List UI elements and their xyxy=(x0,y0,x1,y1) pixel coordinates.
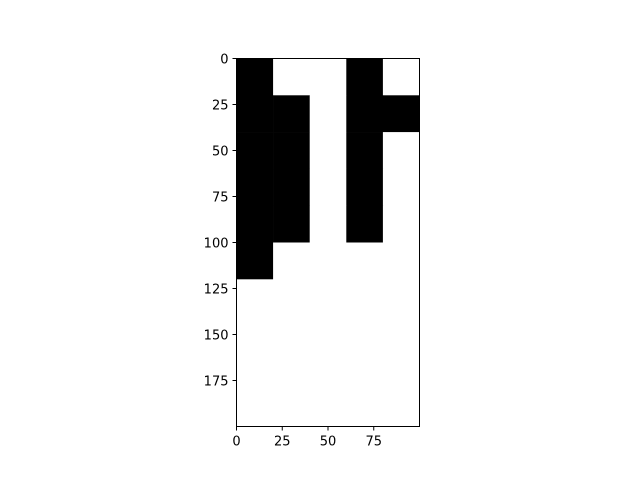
heatmap-cell-r0-c1 xyxy=(273,58,310,96)
heatmap-cell-r1-c0 xyxy=(236,95,274,133)
heatmap-cell-r9-c2 xyxy=(309,389,347,427)
heatmap-cell-r7-c0 xyxy=(236,316,274,354)
heatmap-cell-r6-c4 xyxy=(382,279,420,317)
x-tick-label: 0 xyxy=(232,435,240,450)
heatmap-cell-r3-c2 xyxy=(309,168,347,206)
heatmap-cell-r5-c1 xyxy=(273,242,310,280)
heatmap-cell-r8-c2 xyxy=(309,352,347,390)
heatmap-cell-r8-c4 xyxy=(382,352,420,390)
heatmap-cell-r8-c3 xyxy=(346,352,384,390)
heatmap-cell-r9-c4 xyxy=(382,389,420,427)
heatmap-cell-r0-c4 xyxy=(382,58,420,96)
y-tick-label: 150 xyxy=(204,329,229,344)
heatmap-cell-r5-c2 xyxy=(309,242,347,280)
y-tick-label: 175 xyxy=(204,375,229,390)
y-tick-label: 25 xyxy=(212,99,229,114)
x-tick-label: 25 xyxy=(274,435,291,450)
heatmap-cell-r2-c1 xyxy=(273,132,310,170)
heatmap-cell-r7-c2 xyxy=(309,316,347,354)
x-tick-label: 75 xyxy=(365,435,382,450)
heatmap-cell-r6-c2 xyxy=(309,279,347,317)
heatmap-cells xyxy=(236,58,420,427)
heatmap-cell-r7-c1 xyxy=(273,316,310,354)
y-tick-label: 100 xyxy=(204,237,229,252)
heatmap-cell-r9-c3 xyxy=(346,389,384,427)
y-tick-label: 125 xyxy=(204,283,229,298)
heatmap-cell-r8-c0 xyxy=(236,352,274,390)
heatmap-cell-r3-c3 xyxy=(346,168,384,206)
heatmap-cell-r8-c1 xyxy=(273,352,310,390)
heatmap-cell-r4-c1 xyxy=(273,205,310,243)
x-axis: 0 25 50 75 xyxy=(232,426,382,450)
heatmap-cell-r4-c0 xyxy=(236,205,274,243)
y-axis: 0 25 50 75 100 125 150 175 xyxy=(204,53,237,390)
heatmap-cell-r4-c2 xyxy=(309,205,347,243)
y-tick-label: 75 xyxy=(212,191,229,206)
plot-area xyxy=(236,58,420,427)
heatmap-cell-r4-c3 xyxy=(346,205,384,243)
y-tick-label: 50 xyxy=(212,145,229,160)
heatmap-cell-r1-c3 xyxy=(346,95,384,133)
heatmap-cell-r6-c3 xyxy=(346,279,384,317)
heatmap-cell-r0-c0 xyxy=(236,58,274,96)
heatmap-cell-r3-c0 xyxy=(236,168,274,206)
heatmap-cell-r3-c4 xyxy=(382,168,420,206)
heatmap-cell-r2-c4 xyxy=(382,132,420,170)
heatmap-cell-r5-c0 xyxy=(236,242,274,280)
heatmap-cell-r6-c1 xyxy=(273,279,310,317)
heatmap-cell-r9-c1 xyxy=(273,389,310,427)
heatmap-cell-r2-c0 xyxy=(236,132,274,170)
heatmap-cell-r7-c4 xyxy=(382,316,420,354)
heatmap-cell-r6-c0 xyxy=(236,279,274,317)
heatmap-cell-r1-c4 xyxy=(382,95,420,133)
heatmap-cell-r9-c0 xyxy=(236,389,274,427)
heatmap-cell-r1-c2 xyxy=(309,95,347,133)
heatmap-cell-r5-c4 xyxy=(382,242,420,280)
heatmap-cell-r0-c2 xyxy=(309,58,347,96)
heatmap-cell-r2-c3 xyxy=(346,132,384,170)
y-tick-label: 0 xyxy=(220,53,228,68)
heatmap-cell-r3-c1 xyxy=(273,168,310,206)
heatmap-cell-r5-c3 xyxy=(346,242,384,280)
heatmap-cell-r0-c3 xyxy=(346,58,384,96)
heatmap-cell-r7-c3 xyxy=(346,316,384,354)
heatmap-cell-r1-c1 xyxy=(273,95,310,133)
x-tick-label: 50 xyxy=(320,435,337,450)
heatmap-cell-r2-c2 xyxy=(309,132,347,170)
heatmap-cell-r4-c4 xyxy=(382,205,420,243)
